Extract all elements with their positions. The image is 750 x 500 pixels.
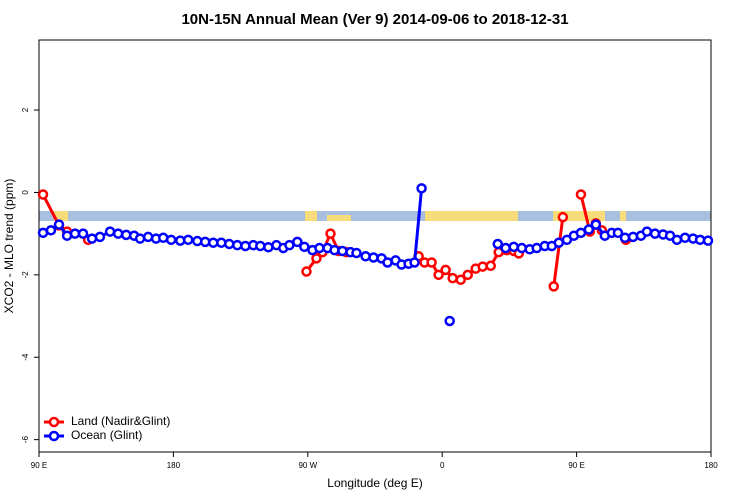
data-point — [440, 264, 451, 276]
data-point — [232, 239, 243, 251]
data-point — [702, 235, 714, 246]
data-point — [382, 257, 393, 268]
ocean-band — [39, 211, 711, 221]
data-point — [462, 269, 473, 281]
data-point — [447, 272, 458, 284]
land-strip — [39, 211, 711, 221]
data-point — [516, 242, 528, 254]
legend: Land (Nadir&Glint)Ocean (Glint) — [44, 414, 170, 442]
data-point — [134, 233, 146, 244]
data-point — [531, 242, 542, 254]
data-point — [583, 224, 595, 235]
land-patch — [620, 211, 626, 221]
legend-label: Land (Nadir&Glint) — [71, 414, 170, 428]
data-point — [557, 211, 569, 223]
data-point — [553, 237, 565, 248]
data-point — [508, 241, 519, 253]
y-tick-label: -6 — [21, 436, 30, 444]
data-point — [53, 219, 65, 230]
land-patch — [327, 215, 351, 221]
data-point — [104, 226, 116, 237]
legend-label: Ocean (Glint) — [71, 428, 142, 442]
plot-frame — [38, 39, 712, 453]
data-point — [45, 225, 57, 236]
data-point — [263, 241, 274, 253]
data-point — [641, 226, 653, 237]
data-point — [94, 231, 106, 243]
data-point — [337, 245, 348, 257]
data-point — [492, 238, 504, 250]
data-point — [575, 189, 587, 200]
data-point — [455, 274, 466, 286]
land-patch — [305, 211, 317, 221]
y-tick-label: 2 — [21, 107, 30, 112]
land-patch — [553, 211, 605, 221]
series-line — [43, 195, 626, 287]
data-point — [368, 252, 379, 263]
data-point — [627, 231, 639, 243]
data-point — [37, 189, 49, 200]
y-tick-label: 0 — [21, 190, 30, 195]
data-point — [314, 242, 325, 254]
x-tick-label: 90 W — [298, 461, 317, 470]
data-point — [409, 257, 420, 268]
y-tick-label: -2 — [21, 271, 30, 279]
data-point — [612, 227, 624, 239]
data-point — [548, 281, 560, 292]
data-point — [112, 228, 124, 239]
data-point — [299, 241, 310, 253]
data-point — [671, 234, 683, 246]
plot-area — [37, 183, 714, 327]
data-point — [255, 240, 266, 252]
data-point — [485, 260, 496, 272]
x-tick-label: 90 E — [568, 461, 584, 470]
land-patch — [54, 211, 68, 221]
data-point — [590, 219, 602, 230]
data-point — [619, 232, 631, 244]
land-patch — [425, 211, 518, 221]
x-tick-label: 90 E — [31, 461, 47, 470]
data-point — [292, 236, 303, 248]
data-point — [301, 266, 312, 277]
chart-title: 10N-15N Annual Mean (Ver 9) 2014-09-06 t… — [181, 11, 568, 28]
data-point — [360, 251, 371, 262]
x-axis-label: Longitude (deg E) — [327, 476, 422, 490]
x-tick-label: 180 — [704, 461, 718, 470]
x-tick-label: 180 — [167, 461, 181, 470]
legend-marker — [48, 430, 60, 442]
data-point — [165, 234, 177, 246]
data-point — [325, 228, 336, 239]
data-point — [224, 238, 235, 250]
data-point — [477, 261, 488, 272]
data-point — [679, 232, 691, 244]
data-point — [199, 236, 211, 248]
y-tick-label: -4 — [21, 353, 30, 361]
data-point — [216, 237, 227, 248]
data-point — [433, 269, 444, 281]
data-point — [444, 315, 455, 327]
data-point — [649, 228, 661, 239]
data-point — [426, 257, 437, 268]
legend-marker — [48, 416, 60, 428]
y-axis-label: XCO2 - MLO trend (ppm) — [2, 179, 16, 314]
data-point — [311, 253, 322, 264]
data-point — [416, 183, 427, 194]
data-point — [208, 237, 219, 248]
x-tick-label: 0 — [440, 461, 445, 470]
data-point — [77, 228, 89, 239]
data-point — [182, 234, 194, 246]
data-point — [69, 228, 81, 239]
data-point — [351, 247, 362, 259]
data-point — [500, 242, 511, 254]
